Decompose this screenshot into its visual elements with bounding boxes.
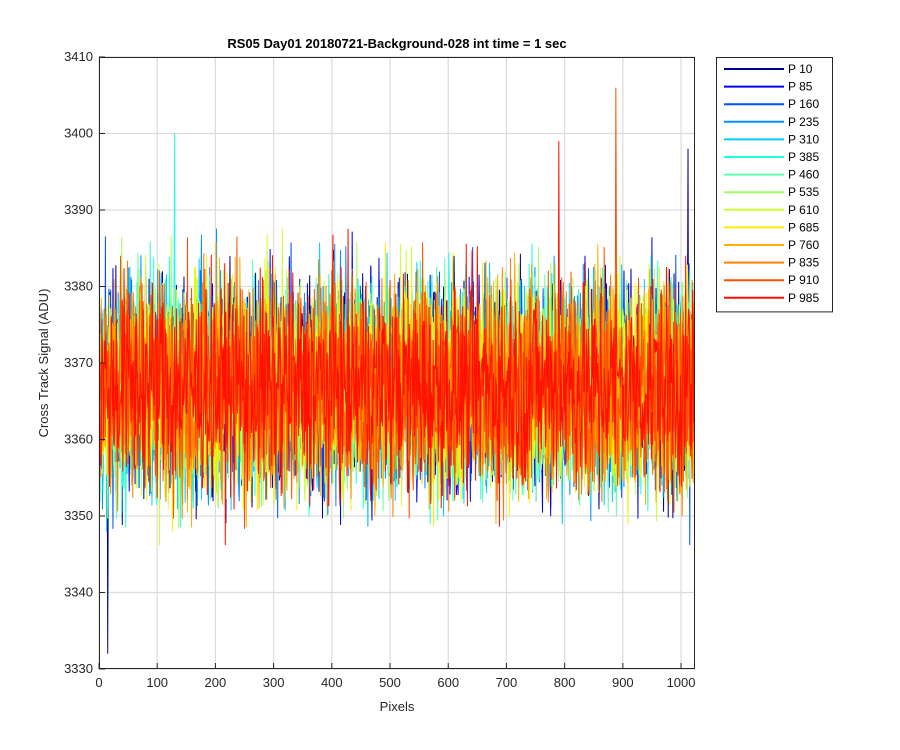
chart-title: RS05 Day01 20180721-Background-028 int t… [227,36,566,51]
y-tick-label: 3380 [64,279,93,294]
y-tick-label: 3410 [64,49,93,64]
y-tick-label: 3330 [64,661,93,676]
x-axis-ticks: 0 100 200 300 400 500 600 700 800 900 1000 [95,663,695,690]
legend-entry: P 235 [788,115,819,129]
y-tick-label: 3340 [64,585,93,600]
x-tick-label: 300 [263,675,285,690]
x-axis-label: Pixels [380,699,415,714]
series-layer [99,87,695,654]
x-tick-label: 500 [379,675,401,690]
y-tick-label: 3360 [64,432,93,447]
legend-entry: P 685 [788,220,819,234]
y-tick-label: 3350 [64,508,93,523]
legend-entry: P 310 [788,132,819,146]
legend-entry: P 535 [788,185,819,199]
x-tick-label: 800 [554,675,576,690]
x-tick-label: 1000 [667,675,696,690]
legend-entry: P 385 [788,150,819,164]
y-tick-label: 3400 [64,126,93,141]
legend: P 10 P 85 P 160 P 235 P 310 P 385 P 460 P 535 P … [716,57,833,313]
legend-entry: P 610 [788,203,819,217]
x-tick-label: 400 [321,675,343,690]
legend-entry: P 10 [788,62,813,76]
series-line-p-985 [99,141,695,545]
legend-entry: P 460 [788,168,819,182]
x-tick-label: 100 [146,675,168,690]
y-tick-label: 3370 [64,355,93,370]
y-axis-label: Cross Track Signal (ADU) [36,289,51,438]
legend-entry: P 985 [788,291,819,305]
x-tick-label: 700 [496,675,518,690]
x-tick-label: 900 [612,675,634,690]
legend-entry: P 910 [788,273,819,287]
x-tick-label: 600 [437,675,459,690]
legend-box [716,57,833,313]
x-tick-label: 200 [205,675,227,690]
legend-entry: P 835 [788,256,819,270]
x-tick-label: 0 [95,675,102,690]
legend-entry: P 85 [788,80,813,94]
y-axis-ticks: 3330 3340 3350 3360 3370 3380 3390 3400 3410 [64,49,105,676]
legend-entry: P 760 [788,238,819,252]
y-tick-label: 3390 [64,202,93,217]
legend-entry: P 160 [788,97,819,111]
